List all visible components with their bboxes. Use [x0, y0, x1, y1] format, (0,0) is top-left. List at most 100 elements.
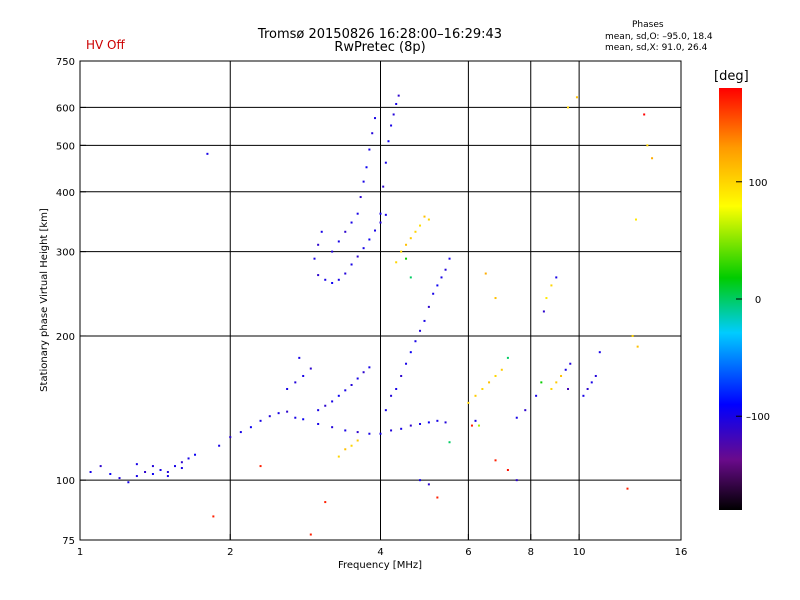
data-point — [494, 459, 497, 462]
data-point — [474, 419, 477, 422]
data-point — [344, 429, 347, 432]
data-point — [643, 113, 646, 116]
data-point — [368, 432, 371, 435]
data-point — [286, 410, 289, 413]
data-point — [419, 479, 422, 482]
data-point — [331, 281, 334, 284]
data-point — [356, 431, 359, 434]
data-point — [506, 469, 509, 472]
chart-title: Tromsø 20150826 16:28:00–16:29:43 — [257, 27, 503, 42]
data-point — [545, 297, 548, 300]
y-tick-label: 75 — [62, 536, 75, 547]
data-point — [337, 394, 340, 397]
data-point — [374, 229, 377, 232]
data-point — [646, 144, 649, 147]
data-point — [467, 401, 470, 404]
data-point — [350, 444, 353, 447]
data-point — [317, 243, 320, 246]
data-point — [524, 409, 527, 412]
data-point — [368, 238, 371, 241]
x-axis-label: Frequency [MHz] — [338, 560, 422, 571]
data-point — [159, 469, 162, 472]
data-point — [374, 117, 377, 120]
phases-stats-x: mean, sd,X: 91.0, 26.4 — [605, 43, 708, 53]
data-point — [180, 467, 183, 470]
data-point — [400, 250, 403, 253]
data-point — [488, 381, 491, 384]
data-point — [359, 196, 362, 199]
data-point — [135, 475, 138, 478]
data-point — [598, 351, 601, 354]
data-point — [400, 427, 403, 430]
data-point — [368, 148, 371, 151]
data-point — [481, 387, 484, 390]
data-point — [506, 356, 509, 359]
data-point — [397, 94, 400, 97]
data-point — [395, 261, 398, 264]
data-point — [477, 424, 480, 427]
colorbar — [719, 88, 742, 510]
data-point — [218, 444, 221, 447]
data-point — [344, 230, 347, 233]
data-point — [331, 400, 334, 403]
data-point — [405, 257, 408, 260]
data-point — [387, 140, 390, 143]
data-point — [371, 132, 374, 135]
data-point — [379, 432, 382, 435]
data-point — [294, 381, 297, 384]
data-point — [590, 381, 593, 384]
data-point — [356, 212, 359, 215]
data-point — [427, 421, 430, 424]
data-point — [405, 243, 408, 246]
data-point — [409, 276, 412, 279]
data-point — [484, 272, 487, 275]
data-point — [405, 362, 408, 365]
data-point — [151, 465, 154, 468]
data-point — [331, 250, 334, 253]
data-point — [423, 215, 426, 218]
data-point — [206, 152, 209, 155]
data-point — [395, 102, 398, 105]
x-tick-label: 6 — [465, 547, 471, 558]
data-point — [427, 483, 430, 486]
data-point — [470, 424, 473, 427]
data-point — [392, 113, 395, 116]
data-point — [409, 351, 412, 354]
data-points-layer — [89, 94, 654, 536]
data-point — [350, 383, 353, 386]
data-point — [384, 409, 387, 412]
data-point — [567, 387, 570, 390]
data-point — [440, 276, 443, 279]
data-point — [89, 470, 92, 473]
data-point — [362, 180, 365, 183]
data-point — [409, 424, 412, 427]
data-point — [350, 263, 353, 266]
y-tick-label: 750 — [56, 57, 75, 68]
data-point — [229, 436, 232, 439]
data-point — [344, 389, 347, 392]
data-point — [427, 218, 430, 221]
data-point — [344, 272, 347, 275]
y-tick-label: 400 — [56, 188, 75, 199]
data-point — [368, 366, 371, 369]
data-point — [560, 374, 563, 377]
data-point — [423, 319, 426, 322]
data-point — [298, 356, 301, 359]
data-point — [414, 340, 417, 343]
x-tick-label: 4 — [377, 547, 383, 558]
data-point — [302, 374, 305, 377]
data-point — [379, 212, 382, 215]
data-point — [302, 418, 305, 421]
data-point — [337, 455, 340, 458]
data-point — [550, 387, 553, 390]
data-point — [309, 533, 312, 536]
data-point — [151, 473, 154, 476]
data-point — [320, 230, 323, 233]
data-point — [324, 404, 327, 407]
data-point — [362, 371, 365, 374]
data-point — [651, 157, 654, 160]
data-point — [474, 394, 477, 397]
data-point — [569, 362, 572, 365]
data-point — [432, 292, 435, 295]
data-point — [582, 394, 585, 397]
